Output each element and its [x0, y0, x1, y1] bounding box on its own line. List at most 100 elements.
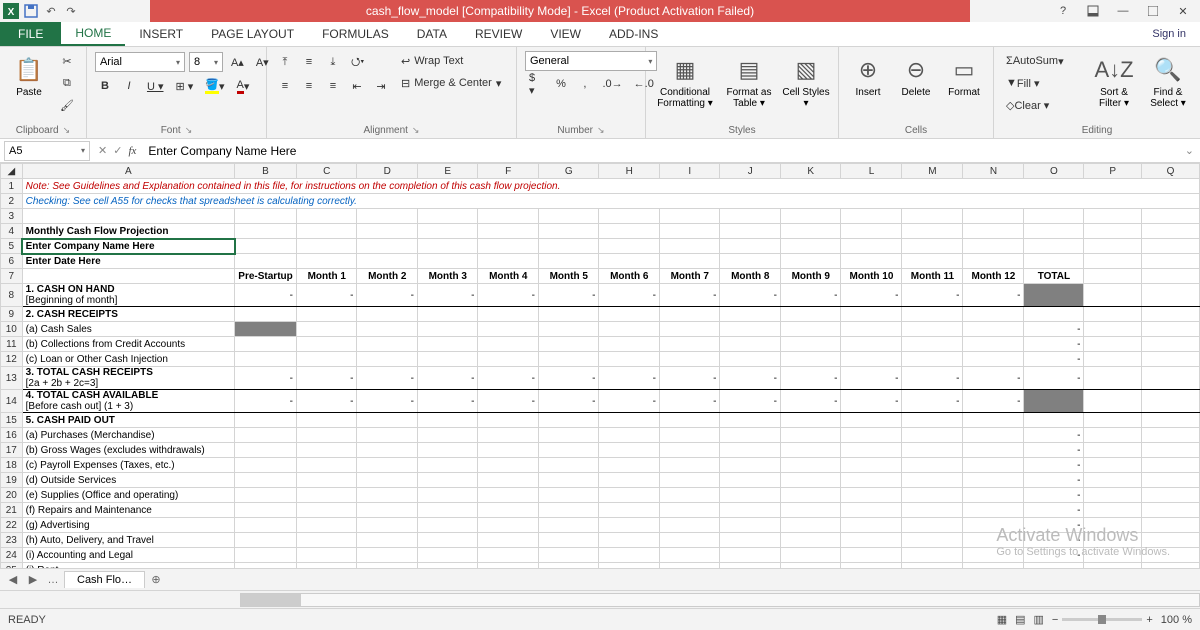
tab-file[interactable]: FILE — [0, 22, 61, 46]
enter-formula-icon[interactable]: ✓ — [113, 144, 122, 157]
ribbon-opts-icon[interactable] — [1080, 2, 1106, 20]
redo-icon[interactable]: ↷ — [62, 2, 80, 20]
inc-decimal-icon[interactable]: .0→ — [599, 74, 626, 94]
row-25[interactable]: 25 (j) Rent- — [1, 563, 1200, 569]
fx-icon[interactable]: fx — [128, 145, 136, 157]
new-sheet-icon[interactable]: ⊕ — [147, 571, 165, 589]
row-3[interactable]: 3 — [1, 209, 1200, 224]
zoom-slider[interactable]: − + — [1052, 614, 1153, 626]
font-color-button[interactable]: A▾ — [233, 76, 254, 96]
view-normal-icon[interactable]: ▦ — [997, 613, 1007, 626]
tab-formulas[interactable]: FORMULAS — [308, 22, 403, 46]
bold-button[interactable]: B — [95, 76, 115, 96]
row-21[interactable]: 21 (f) Repairs and Maintenance- — [1, 503, 1200, 518]
column-headers[interactable]: ◢ ABCDEFGHIJKLMNOPQ — [1, 164, 1200, 179]
border-button[interactable]: ⊞ ▾ — [172, 76, 198, 96]
maximize-icon[interactable] — [1140, 2, 1166, 20]
percent-icon[interactable]: % — [551, 74, 571, 94]
align-right-icon[interactable]: ≡ — [323, 76, 343, 96]
align-middle-icon[interactable]: ≡ — [299, 52, 319, 72]
row-12[interactable]: 12 (c) Loan or Other Cash Injection- — [1, 352, 1200, 367]
sheet-tab-active[interactable]: Cash Flo… — [64, 571, 145, 588]
align-bottom-icon[interactable]: ⤓ — [323, 52, 343, 72]
number-launcher[interactable]: ↘ — [597, 125, 605, 136]
sheet-next-icon[interactable]: ▶ — [24, 571, 42, 589]
row-7[interactable]: 7 Pre-StartupMonth 1Month 2Month 3Month … — [1, 269, 1200, 284]
close-icon[interactable]: ✕ — [1170, 2, 1196, 20]
row-19[interactable]: 19 (d) Outside Services- — [1, 473, 1200, 488]
formula-input[interactable] — [142, 141, 1178, 161]
row-11[interactable]: 11 (b) Collections from Credit Accounts- — [1, 337, 1200, 352]
save-icon[interactable] — [22, 2, 40, 20]
tab-review[interactable]: REVIEW — [461, 22, 536, 46]
row-5[interactable]: 5Enter Company Name Here — [1, 239, 1200, 254]
fill-color-button[interactable]: 🪣▾ — [201, 76, 228, 96]
worksheet-grid[interactable]: ◢ ABCDEFGHIJKLMNOPQ 1Note: See Guideline… — [0, 163, 1200, 568]
row-23[interactable]: 23 (h) Auto, Delivery, and Travel- — [1, 533, 1200, 548]
sheet-more-icon[interactable]: … — [44, 571, 62, 589]
undo-icon[interactable]: ↶ — [42, 2, 60, 20]
cell-styles-button[interactable]: ▧Cell Styles ▾ — [782, 51, 830, 109]
row-15[interactable]: 155. CASH PAID OUT — [1, 413, 1200, 428]
zoom-in-icon[interactable]: + — [1146, 614, 1152, 626]
name-box[interactable]: A5▾ — [4, 141, 90, 161]
sign-in-link[interactable]: Sign in — [1138, 22, 1200, 46]
clear-button[interactable]: ◇ Clear ▾ — [1002, 95, 1062, 115]
view-layout-icon[interactable]: ▤ — [1015, 613, 1025, 626]
copy-icon[interactable]: ⧉ — [56, 73, 78, 93]
tab-pagelayout[interactable]: PAGE LAYOUT — [197, 22, 308, 46]
comma-icon[interactable]: , — [575, 74, 595, 94]
row-2[interactable]: 2Checking: See cell A55 for checks that … — [1, 194, 1200, 209]
row-1[interactable]: 1Note: See Guidelines and Explanation co… — [1, 179, 1200, 194]
tab-data[interactable]: DATA — [403, 22, 461, 46]
format-cells-button[interactable]: ▭Format — [943, 51, 985, 98]
row-4[interactable]: 4Monthly Cash Flow Projection — [1, 224, 1200, 239]
tab-home[interactable]: HOME — [61, 22, 125, 46]
zoom-level[interactable]: 100 % — [1161, 614, 1192, 626]
row-10[interactable]: 10 (a) Cash Sales- — [1, 322, 1200, 337]
wrap-text-button[interactable]: ↩ Wrap Text — [397, 51, 507, 71]
row-14[interactable]: 144. TOTAL CASH AVAILABLE [Before cash o… — [1, 390, 1200, 413]
sheet-prev-icon[interactable]: ◀ — [4, 571, 22, 589]
minimize-icon[interactable]: — — [1110, 2, 1136, 20]
row-17[interactable]: 17 (b) Gross Wages (excludes withdrawals… — [1, 443, 1200, 458]
accounting-icon[interactable]: $ ▾ — [525, 74, 547, 94]
row-8[interactable]: 81. CASH ON HAND[Beginning of month]----… — [1, 284, 1200, 307]
autosum-button[interactable]: Σ AutoSum ▾ — [1002, 51, 1084, 71]
indent-inc-icon[interactable]: ⇥ — [371, 76, 391, 96]
font-launcher[interactable]: ↘ — [185, 125, 193, 136]
view-pagebreak-icon[interactable]: ▥ — [1034, 613, 1044, 626]
zoom-out-icon[interactable]: − — [1052, 614, 1058, 626]
conditional-formatting-button[interactable]: ▦Conditional Formatting ▾ — [654, 51, 716, 109]
sort-filter-button[interactable]: A↓ZSort & Filter ▾ — [1090, 51, 1138, 109]
help-icon[interactable]: ? — [1050, 2, 1076, 20]
tab-view[interactable]: VIEW — [536, 22, 595, 46]
fill-button[interactable]: ▼ Fill ▾ — [1002, 73, 1062, 93]
grow-font-icon[interactable]: A▴ — [227, 52, 248, 72]
cut-icon[interactable]: ✂ — [56, 51, 78, 71]
cancel-formula-icon[interactable]: ✕ — [98, 144, 107, 157]
expand-formula-icon[interactable]: ⌄ — [1179, 144, 1200, 157]
row-16[interactable]: 16 (a) Purchases (Merchandise)- — [1, 428, 1200, 443]
row-6[interactable]: 6Enter Date Here — [1, 254, 1200, 269]
merge-center-button[interactable]: ⊟ Merge & Center ▾ — [397, 73, 527, 93]
horizontal-scrollbar[interactable] — [0, 590, 1200, 608]
tab-insert[interactable]: INSERT — [125, 22, 197, 46]
font-size-select[interactable]: 8▾ — [189, 52, 223, 72]
orientation-icon[interactable]: ⭯▾ — [347, 52, 368, 72]
align-top-icon[interactable]: ⤒ — [275, 52, 295, 72]
clipboard-launcher[interactable]: ↘ — [63, 125, 71, 136]
italic-button[interactable]: I — [119, 76, 139, 96]
align-left-icon[interactable]: ≡ — [275, 76, 295, 96]
format-table-button[interactable]: ▤Format as Table ▾ — [722, 51, 776, 109]
number-format-select[interactable]: General▾ — [525, 51, 657, 71]
tab-addins[interactable]: ADD-INS — [595, 22, 672, 46]
paste-button[interactable]: 📋 Paste — [8, 51, 50, 98]
row-13[interactable]: 133. TOTAL CASH RECEIPTS [2a + 2b + 2c=3… — [1, 367, 1200, 390]
insert-cells-button[interactable]: ⊕Insert — [847, 51, 889, 98]
row-24[interactable]: 24 (i) Accounting and Legal- — [1, 548, 1200, 563]
select-all[interactable]: ◢ — [1, 164, 23, 179]
alignment-launcher[interactable]: ↘ — [412, 125, 420, 136]
format-painter-icon[interactable]: 🖌 — [56, 95, 78, 115]
row-22[interactable]: 22 (g) Advertising- — [1, 518, 1200, 533]
